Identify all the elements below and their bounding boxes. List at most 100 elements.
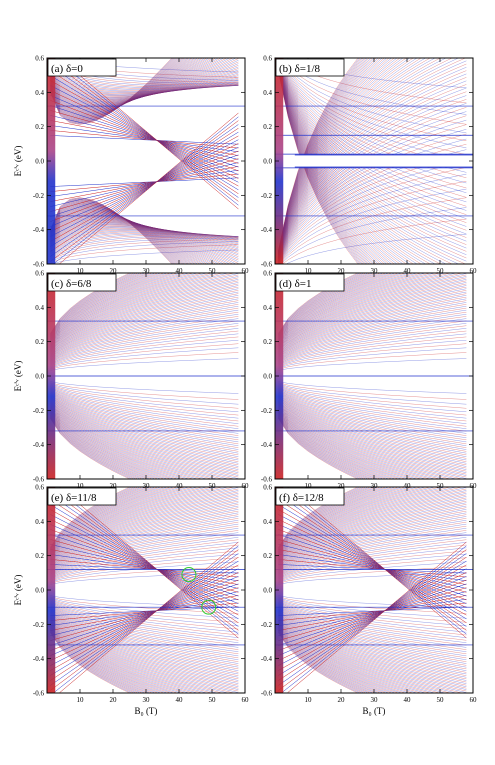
- level-line: [278, 64, 467, 252]
- level-line: [50, 487, 131, 548]
- crossing-line: [50, 549, 239, 585]
- level-line: [50, 401, 239, 472]
- level-line: [50, 487, 190, 558]
- level-line: [50, 625, 172, 693]
- level-line: [278, 84, 467, 259]
- x-tick-label: 20: [338, 696, 346, 704]
- level-line: [278, 487, 410, 557]
- level-line: [50, 507, 239, 569]
- x-tick-label: 30: [371, 482, 379, 490]
- low-field-dense-band: [47, 58, 56, 264]
- level-line: [278, 273, 382, 339]
- level-line: [278, 572, 467, 585]
- level-line: [50, 417, 135, 479]
- x-tick-label: 50: [209, 482, 217, 490]
- level-line: [50, 497, 239, 566]
- level-line: [278, 65, 436, 264]
- level-line: [278, 487, 414, 557]
- crossing-line: [50, 560, 239, 676]
- level-line: [50, 523, 239, 574]
- crossing-line: [278, 494, 467, 627]
- level-line: [50, 487, 178, 556]
- level-line: [50, 414, 151, 479]
- level-line: [278, 547, 467, 580]
- level-line: [50, 277, 239, 350]
- level-line: [50, 200, 178, 264]
- panel-b: 10 20 30 40 50 60 -0.6 -0.4 -0.2 0.0 0.2 0.4 0.6 (b) …: [261, 55, 477, 276]
- level-line: [278, 385, 467, 416]
- crossing-line: [50, 147, 239, 227]
- level-line: [278, 312, 467, 361]
- level-line: [278, 58, 436, 257]
- level-line: [278, 295, 467, 356]
- level-line: [50, 413, 156, 479]
- level-line: [278, 505, 467, 569]
- level-line: [278, 606, 467, 657]
- level-line: [278, 273, 467, 349]
- y-tick-label: 0.0: [263, 373, 272, 381]
- level-line: [278, 611, 467, 673]
- level-line: [50, 273, 139, 336]
- level-line: [50, 521, 239, 573]
- level-line: [278, 487, 365, 549]
- x-tick-label: 10: [77, 267, 85, 275]
- level-line: [278, 393, 467, 445]
- level-line: [50, 273, 135, 335]
- level-line: [50, 418, 133, 479]
- y-tick-label: 0.2: [263, 338, 272, 346]
- level-line: [278, 537, 467, 577]
- y-tick-label: -0.2: [33, 192, 45, 200]
- level-line: [278, 487, 406, 556]
- level-line: [278, 602, 467, 641]
- level-line: [50, 273, 178, 342]
- level-line: [278, 279, 467, 351]
- level-line: [278, 296, 467, 356]
- level-line: [278, 413, 384, 479]
- panel-label-box: [47, 273, 117, 292]
- crossing-line: [58, 487, 239, 639]
- level-line: [50, 291, 239, 355]
- level-line: [278, 69, 379, 264]
- level-line: [278, 612, 467, 676]
- level-line: [278, 629, 372, 693]
- y-tick-label: -0.4: [33, 226, 45, 234]
- level-line: [50, 410, 178, 479]
- level-line: [50, 624, 175, 693]
- level-line: [278, 616, 467, 689]
- crossing-line: [278, 576, 467, 656]
- level-line: [278, 58, 401, 255]
- level-line: [50, 408, 194, 479]
- level-line: [278, 273, 436, 346]
- level-line: [278, 69, 377, 264]
- x-tick-label: 60: [242, 482, 250, 490]
- level-line: [50, 58, 179, 122]
- level-line: [50, 385, 239, 416]
- level-line: [50, 611, 239, 675]
- level-line: [280, 207, 467, 264]
- crossing-line: [278, 549, 467, 585]
- y-tick-label: 0.0: [35, 158, 44, 166]
- level-line: [50, 487, 162, 554]
- level-line: [50, 273, 235, 348]
- level-line: [50, 385, 239, 412]
- low-field-dense-band: [47, 487, 56, 693]
- crossing-line: [50, 539, 239, 593]
- level-line: [278, 396, 467, 457]
- crossing-line: [50, 100, 239, 172]
- level-line: [278, 411, 393, 479]
- x-tick-label: 60: [242, 267, 250, 275]
- level-line: [278, 336, 467, 367]
- level-line: [278, 58, 467, 155]
- crossing-line: [50, 158, 239, 212]
- level-line: [278, 273, 446, 347]
- crossing-line: [278, 568, 467, 666]
- x-tick-label: 20: [338, 482, 346, 490]
- level-line: [278, 411, 400, 479]
- level-line: [278, 286, 467, 353]
- level-line: [278, 273, 390, 340]
- level-line: [278, 387, 467, 424]
- crossing-line: [278, 524, 467, 604]
- level-line: [50, 608, 239, 664]
- level-line: [278, 352, 467, 370]
- x-tick-label: 60: [470, 696, 478, 704]
